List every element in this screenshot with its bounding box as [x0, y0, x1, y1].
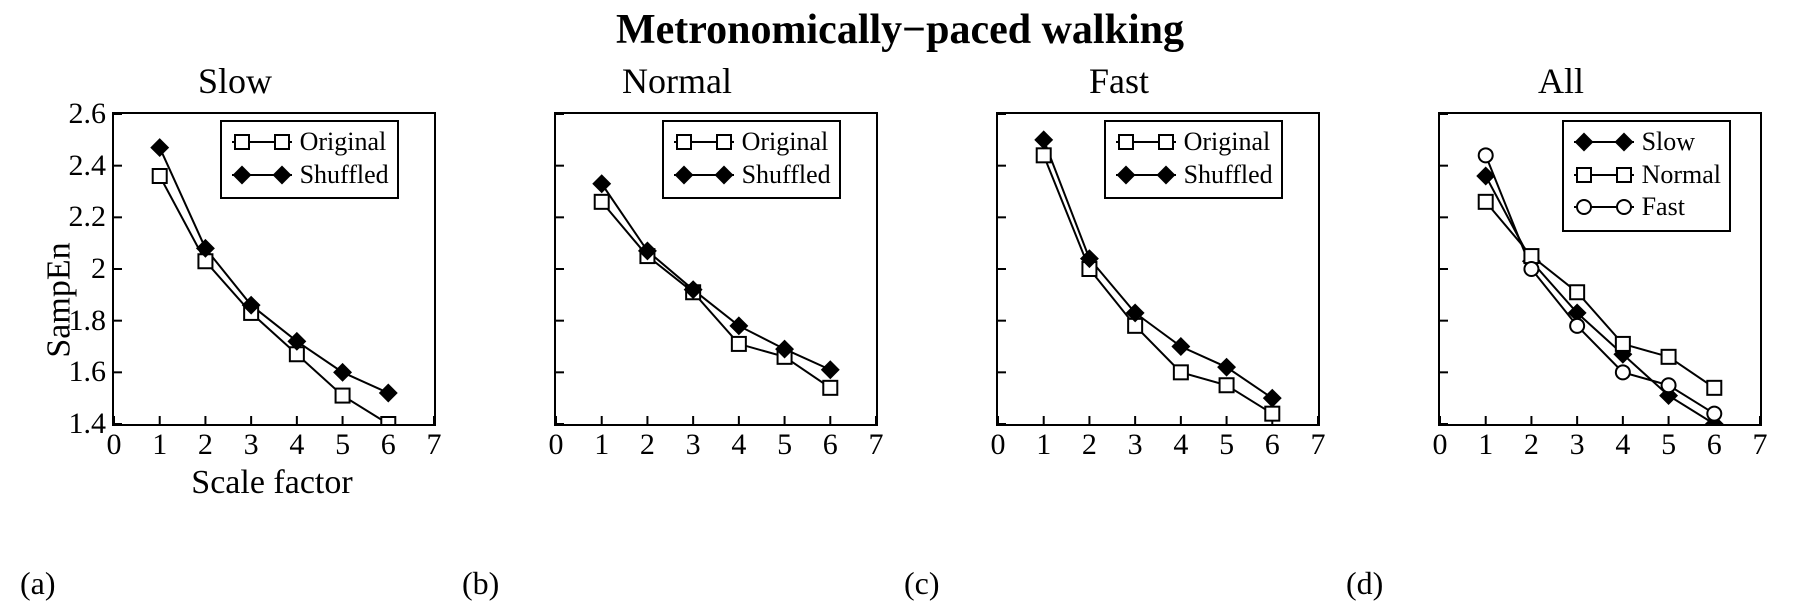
x-tick-label: 4 [1173, 428, 1188, 462]
legend-marker-icon [1114, 164, 1178, 186]
x-tick-label: 1 [1036, 428, 1051, 462]
x-tick-label: 3 [1570, 428, 1585, 462]
x-tick-label: 1 [1478, 428, 1493, 462]
legend-label: Fast [1642, 191, 1685, 224]
legend-item: Slow [1572, 126, 1721, 159]
legend-item: Shuffled [230, 159, 389, 192]
legend-item: Fast [1572, 191, 1721, 224]
legend-label: Shuffled [742, 159, 831, 192]
x-tick-label: 3 [686, 428, 701, 462]
x-tick-label: 1 [594, 428, 609, 462]
panel-d: All01234567SlowNormalFast(d) [1346, 60, 1776, 540]
x-tick-label: 0 [549, 428, 564, 462]
legend-item: Shuffled [672, 159, 831, 192]
x-tick-label: 6 [1265, 428, 1280, 462]
panel-sublabel: (d) [1346, 565, 1383, 602]
plot-area: 01234567SlowNormalFast [1438, 112, 1762, 426]
legend: OriginalShuffled [220, 120, 399, 199]
panel-sublabel: (b) [462, 565, 499, 602]
x-tick-label: 0 [991, 428, 1006, 462]
legend-marker-icon [1572, 196, 1636, 218]
x-tick-label: 6 [823, 428, 838, 462]
legend-label: Original [742, 126, 829, 159]
plot-area: 012345671.41.61.822.22.42.6OriginalShuff… [112, 112, 436, 426]
panel-title: Fast [904, 60, 1334, 102]
plot-area: 01234567OriginalShuffled [554, 112, 878, 426]
x-tick-label: 1 [152, 428, 167, 462]
panel-a: Slow 012345671.41.61.822.22.42.6OriginalS… [20, 60, 450, 540]
x-tick-label: 7 [1311, 428, 1326, 462]
y-tick-label: 2.2 [69, 200, 107, 234]
x-tick-label: 0 [1433, 428, 1448, 462]
legend-marker-icon [1572, 164, 1636, 186]
main-title: Metronomically−paced walking [0, 6, 1800, 54]
legend-marker-icon [672, 131, 736, 153]
x-tick-label: 2 [1082, 428, 1097, 462]
legend-item: Original [1114, 126, 1273, 159]
x-tick-label: 6 [381, 428, 396, 462]
y-tick-label: 2 [91, 252, 106, 286]
panel-b: Normal01234567OriginalShuffled(b) [462, 60, 892, 540]
legend: OriginalShuffled [662, 120, 841, 199]
legend-label: Shuffled [1184, 159, 1273, 192]
legend-item: Original [672, 126, 831, 159]
legend-label: Original [1184, 126, 1271, 159]
panel-title: Normal [462, 60, 892, 102]
legend-marker-icon [230, 164, 294, 186]
panel-title: All [1346, 60, 1776, 102]
legend-marker-icon [230, 131, 294, 153]
x-tick-label: 5 [1661, 428, 1676, 462]
x-axis-label: Scale factor [112, 464, 432, 502]
x-tick-label: 7 [427, 428, 442, 462]
x-tick-label: 4 [289, 428, 304, 462]
y-tick-label: 2.6 [69, 97, 107, 131]
panel-title: Slow [20, 60, 450, 102]
legend-marker-icon [1572, 131, 1636, 153]
x-tick-label: 4 [1615, 428, 1630, 462]
x-tick-label: 5 [335, 428, 350, 462]
legend-label: Shuffled [300, 159, 389, 192]
x-tick-label: 3 [1128, 428, 1143, 462]
panel-sublabel: (a) [20, 565, 56, 602]
x-tick-label: 4 [731, 428, 746, 462]
y-tick-label: 2.4 [69, 149, 107, 183]
plot-area: 01234567OriginalShuffled [996, 112, 1320, 426]
x-tick-label: 3 [244, 428, 259, 462]
legend-item: Normal [1572, 159, 1721, 192]
legend-label: Slow [1642, 126, 1695, 159]
legend: OriginalShuffled [1104, 120, 1283, 199]
x-tick-label: 6 [1707, 428, 1722, 462]
x-tick-label: 5 [1219, 428, 1234, 462]
x-tick-label: 7 [869, 428, 884, 462]
x-tick-label: 0 [107, 428, 122, 462]
legend-label: Normal [1642, 159, 1721, 192]
x-tick-label: 2 [198, 428, 213, 462]
x-tick-label: 5 [777, 428, 792, 462]
y-tick-label: 1.6 [69, 355, 107, 389]
legend-label: Original [300, 126, 387, 159]
y-tick-label: 1.4 [69, 407, 107, 441]
panel-c: Fast01234567OriginalShuffled(c) [904, 60, 1334, 540]
y-axis-label: SampEn [41, 242, 79, 357]
legend: SlowNormalFast [1562, 120, 1731, 232]
figure: Metronomically−paced walking Slow0123456… [0, 0, 1800, 604]
legend-marker-icon [672, 164, 736, 186]
panel-sublabel: (c) [904, 565, 940, 602]
x-tick-label: 7 [1753, 428, 1768, 462]
legend-item: Shuffled [1114, 159, 1273, 192]
legend-marker-icon [1114, 131, 1178, 153]
x-tick-label: 2 [640, 428, 655, 462]
x-tick-label: 2 [1524, 428, 1539, 462]
legend-item: Original [230, 126, 389, 159]
